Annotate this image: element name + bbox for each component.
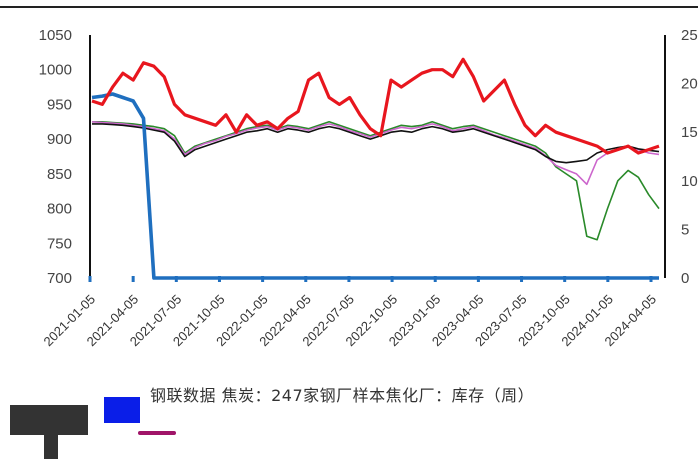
y-tick-label: 900	[47, 131, 72, 148]
legend-line-purple	[138, 431, 176, 435]
y2-tick-label: 0	[681, 270, 689, 287]
legend-swatch-blue	[104, 397, 140, 423]
y-tick-label: 1050	[39, 27, 72, 44]
y2-tick-label: 5	[681, 221, 689, 238]
y-tick-label: 1000	[39, 62, 72, 79]
y-tick-label: 700	[47, 270, 72, 287]
series-line-1	[91, 92, 659, 280]
series-line-0	[91, 57, 660, 155]
series-line-4	[92, 123, 660, 164]
source-caption: 钢联数据 焦炭：247家钢厂样本焦化厂：库存（周）	[150, 386, 535, 405]
series-line-3	[91, 121, 660, 186]
y2-tick-label: 25	[681, 27, 698, 44]
y2-tick-label: 10	[681, 173, 698, 190]
series-group	[91, 57, 660, 280]
x-axis: 2021-01-052021-04-052021-07-052021-10-05…	[40, 276, 659, 349]
y-axis-left: 700 750 800 850 900 950 1000 1050	[39, 27, 91, 287]
top-rule	[0, 6, 698, 8]
y2-tick-label: 15	[681, 124, 698, 141]
y-axis-right: 25 20 15 10 5 0	[664, 27, 698, 287]
y2-tick-label: 20	[681, 76, 698, 93]
y-tick-label: 750	[47, 235, 72, 252]
x-tick-mark	[131, 276, 135, 282]
x-tick-mark	[88, 276, 92, 282]
y-tick-label: 850	[47, 166, 72, 183]
legend-decoration-stem	[44, 430, 58, 459]
y-tick-label: 950	[47, 96, 72, 113]
y-tick-label: 800	[47, 201, 72, 218]
